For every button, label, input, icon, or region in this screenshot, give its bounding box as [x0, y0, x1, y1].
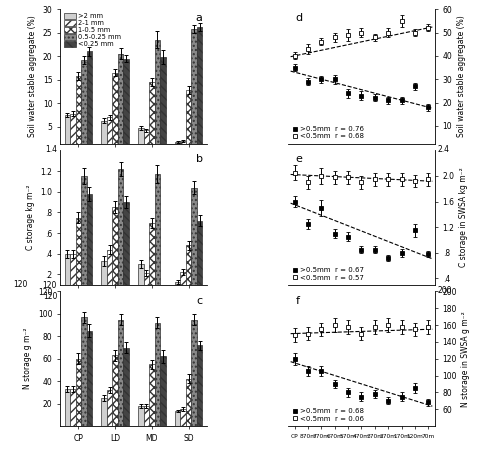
Bar: [175, 411, 180, 426]
Text: 120: 120: [42, 281, 57, 290]
Bar: [154, 40, 160, 150]
Bar: [112, 207, 118, 295]
Bar: [186, 245, 192, 295]
Legend: >0.5mm  r = 0.68, <0.5mm  r = 0.06: >0.5mm r = 0.68, <0.5mm r = 0.06: [292, 408, 364, 422]
Bar: [86, 331, 92, 426]
Bar: [180, 273, 186, 295]
Text: a: a: [196, 13, 202, 23]
Bar: [175, 142, 180, 150]
Bar: [186, 90, 192, 150]
Bar: [76, 76, 81, 150]
Y-axis label: Soil water stable aggregate (%): Soil water stable aggregate (%): [456, 16, 466, 137]
Bar: [81, 317, 86, 426]
Bar: [138, 128, 143, 150]
Bar: [175, 282, 180, 295]
Bar: [149, 364, 154, 426]
Bar: [160, 57, 166, 150]
Bar: [86, 51, 92, 150]
Bar: [102, 120, 107, 150]
Bar: [81, 60, 86, 150]
Bar: [76, 359, 81, 426]
Bar: [81, 176, 86, 295]
Text: 120: 120: [14, 280, 28, 289]
Y-axis label: Soil water stable aggregate (%): Soil water stable aggregate (%): [28, 16, 37, 137]
Bar: [64, 254, 70, 295]
Text: 2.4: 2.4: [438, 145, 450, 154]
Y-axis label: N storage g m⁻²: N storage g m⁻²: [24, 328, 32, 389]
Bar: [197, 221, 202, 295]
Bar: [64, 389, 70, 426]
Bar: [149, 223, 154, 295]
Text: d: d: [296, 13, 302, 23]
Text: 200: 200: [438, 286, 452, 295]
Bar: [64, 115, 70, 150]
Bar: [149, 82, 154, 150]
Bar: [124, 59, 129, 150]
Bar: [154, 323, 160, 426]
Text: 1.4: 1.4: [45, 145, 57, 154]
Bar: [86, 194, 92, 295]
Bar: [144, 406, 149, 426]
Bar: [197, 27, 202, 150]
Text: c: c: [196, 295, 202, 305]
Bar: [107, 117, 112, 150]
Bar: [192, 29, 197, 150]
Bar: [118, 169, 124, 295]
Bar: [118, 320, 124, 426]
Bar: [124, 202, 129, 295]
Bar: [102, 398, 107, 426]
Bar: [124, 348, 129, 426]
Bar: [70, 254, 75, 295]
Bar: [70, 114, 75, 150]
Bar: [144, 273, 149, 295]
Bar: [138, 264, 143, 295]
Bar: [102, 261, 107, 295]
Bar: [76, 218, 81, 295]
Bar: [160, 356, 166, 426]
Bar: [192, 188, 197, 295]
Legend: >2 mm, 2-1 mm, 1-0.5 mm, 0.5-0.25 mm, <0.25 mm: >2 mm, 2-1 mm, 1-0.5 mm, 0.5-0.25 mm, <0…: [64, 12, 122, 48]
Bar: [112, 73, 118, 150]
Text: b: b: [196, 154, 202, 164]
Bar: [180, 409, 186, 426]
Bar: [192, 320, 197, 426]
Text: f: f: [296, 295, 300, 305]
Bar: [186, 379, 192, 426]
Bar: [144, 131, 149, 150]
Bar: [180, 141, 186, 150]
Bar: [138, 406, 143, 426]
Bar: [197, 345, 202, 426]
Legend: >0.5mm  r = 0.67, <0.5mm  r = 0.57: >0.5mm r = 0.67, <0.5mm r = 0.57: [292, 267, 364, 281]
Bar: [107, 390, 112, 426]
Y-axis label: N storage in SWSA g m⁻²: N storage in SWSA g m⁻²: [462, 311, 470, 407]
Bar: [107, 250, 112, 295]
Bar: [112, 355, 118, 426]
Bar: [154, 174, 160, 295]
Legend: >0.5mm  r = 0.76, <0.5mm  r = 0.68: >0.5mm r = 0.76, <0.5mm r = 0.68: [292, 125, 364, 140]
Y-axis label: C storage kg m⁻²: C storage kg m⁻²: [26, 185, 35, 251]
Bar: [70, 389, 75, 426]
Bar: [118, 54, 124, 150]
Text: e: e: [296, 154, 302, 164]
Text: 120: 120: [43, 292, 58, 301]
Y-axis label: C storage in SWSA kg m⁻²: C storage in SWSA kg m⁻²: [459, 168, 468, 267]
